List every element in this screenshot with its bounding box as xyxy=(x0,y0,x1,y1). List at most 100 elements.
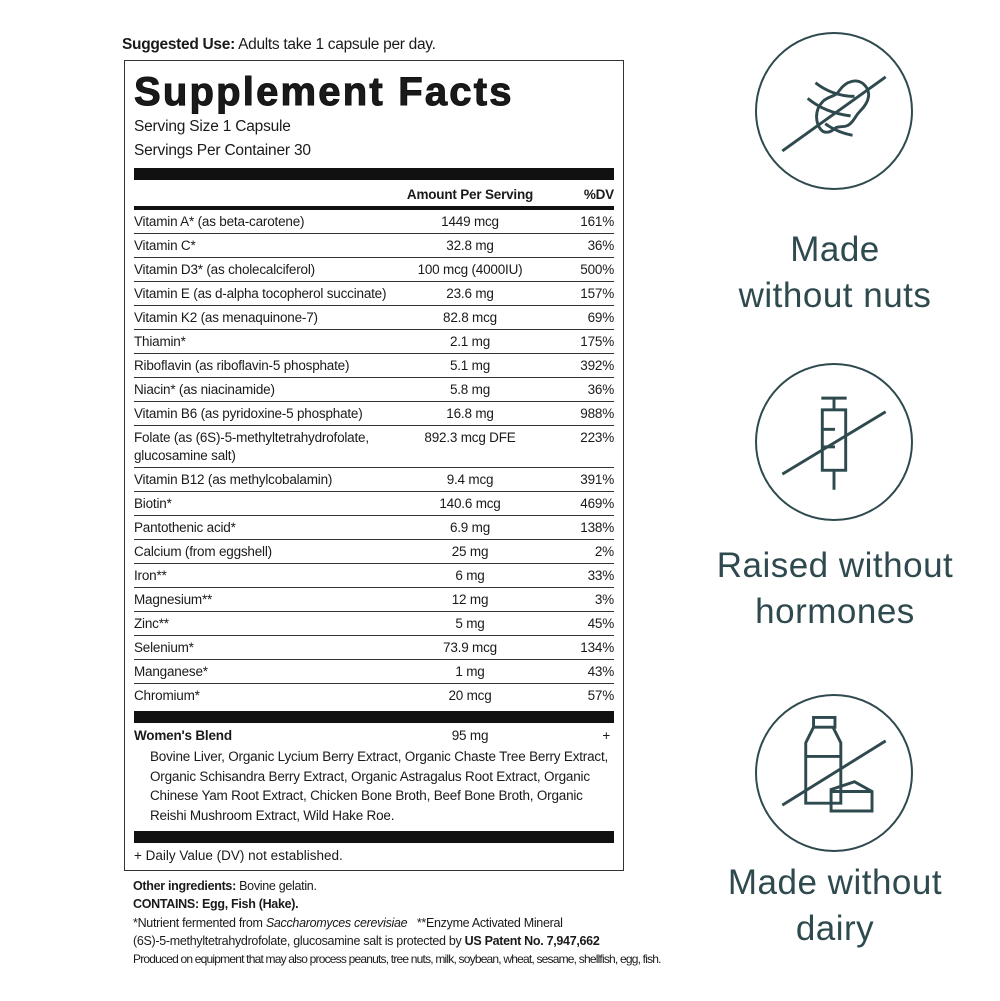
badge-caption-nuts: Made without nuts xyxy=(738,230,932,315)
womens-blend: Women's Blend 95 mg + Bovine Liver, Organi… xyxy=(134,725,614,825)
nutrient-dv: 2% xyxy=(594,544,614,559)
nutrient-dv: 3% xyxy=(594,592,614,607)
blend-amount: 95 mg xyxy=(451,728,489,743)
nutrient-amount: 25 mg xyxy=(451,544,489,559)
nutrient-name: Zinc** xyxy=(134,616,169,631)
allergen-statement: Produced on equipment that may also proc… xyxy=(133,952,661,967)
nutrient-dv: 69% xyxy=(587,310,615,325)
serving-size: Serving Size 1 Capsule xyxy=(134,118,291,135)
no-nuts-icon xyxy=(755,32,913,190)
nutrient-amount: 16.8 mg xyxy=(446,406,494,421)
nutrient-row: Vitamin B6 (as pyridoxine-5 phosphate) 16… xyxy=(134,402,614,426)
nutrient-name: Riboflavin (as riboflavin-5 phosphate) xyxy=(134,358,350,373)
badge-caption-hormones: Raised without hormones xyxy=(716,546,954,631)
header-dv: %DV xyxy=(583,187,614,202)
nutrient-row: Riboflavin (as riboflavin-5 phosphate) 5.… xyxy=(134,354,614,378)
nutrient-name: Selenium* xyxy=(134,640,194,655)
nutrient-name: Calcium (from eggshell) xyxy=(134,544,272,559)
nutrient-dv: 988% xyxy=(580,406,614,421)
nutrient-dv: 469% xyxy=(580,496,614,511)
nutrient-name: Folate (as (6S)-5-methyltetrahydrofolate… xyxy=(134,430,369,463)
other-ingredients: Other ingredients: Bovine gelatin. xyxy=(133,879,317,893)
nutrient-amount: 100 mcg (4000IU) xyxy=(417,262,523,277)
divider xyxy=(134,168,614,180)
nutrient-dv: 36% xyxy=(587,382,615,397)
nutrient-name: Vitamin D3* (as cholecalciferol) xyxy=(134,262,315,277)
nutrient-dv: 36% xyxy=(587,238,615,253)
nutrient-dv: 391% xyxy=(580,472,614,487)
nutrient-amount: 5.1 mg xyxy=(449,358,491,373)
nutrient-dv: 157% xyxy=(580,286,614,301)
dv-note: + Daily Value (DV) not established. xyxy=(134,848,343,863)
nutrient-name: Vitamin B6 (as pyridoxine-5 phosphate) xyxy=(134,406,363,421)
nutrient-row: Zinc** 5 mg 45% xyxy=(134,612,614,636)
nutrient-table: Vitamin A* (as beta-carotene) 1449 mcg 161… xyxy=(134,210,614,707)
nutrient-amount: 6.9 mg xyxy=(449,520,491,535)
nutrient-amount: 20 mcg xyxy=(448,688,492,703)
nutrient-row: Vitamin E (as d-alpha tocopherol succina… xyxy=(134,282,614,306)
nutrient-amount: 2.1 mg xyxy=(449,334,491,349)
nutrient-dv: 57% xyxy=(587,688,615,703)
nutrient-name: Iron** xyxy=(134,568,167,583)
divider xyxy=(134,711,614,723)
nutrient-name: Biotin* xyxy=(134,496,172,511)
nutrient-amount: 73.9 mcg xyxy=(443,640,497,655)
contains: CONTAINS: Egg, Fish (Hake). xyxy=(133,897,299,912)
nutrient-row: Iron** 6 mg 33% xyxy=(134,564,614,588)
footnote-2: (6S)-5-methyltetrahydrofolate, glucosami… xyxy=(133,933,600,948)
nutrient-amount: 23.6 mg xyxy=(446,286,494,301)
nutrient-row: Selenium* 73.9 mcg 134% xyxy=(134,636,614,660)
nutrient-row: Niacin* (as niacinamide) 5.8 mg 36% xyxy=(134,378,614,402)
nutrient-name: Chromium* xyxy=(134,688,200,703)
blend-ingredients: Bovine Liver, Organic Lycium Berry Extra… xyxy=(150,749,609,823)
nutrient-row: Manganese* 1 mg 43% xyxy=(134,660,614,684)
supplement-facts-panel: Supplement Facts Serving Size 1 Capsule … xyxy=(124,60,624,871)
nutrient-amount: 12 mg xyxy=(451,592,489,607)
nutrient-row: Folate (as (6S)-5-methyltetrahydrofolate… xyxy=(134,426,614,468)
no-dairy-icon xyxy=(755,694,913,852)
nutrient-name: Pantothenic acid* xyxy=(134,520,236,535)
nutrient-name: Manganese* xyxy=(134,664,208,679)
suggested-use: Suggested Use: Adults take 1 capsule per… xyxy=(122,36,436,54)
table-header: Amount Per Serving %DV xyxy=(134,180,614,206)
nutrient-amount: 5 mg xyxy=(455,616,485,631)
nutrient-row: Biotin* 140.6 mcg 469% xyxy=(134,492,614,516)
nutrient-row: Magnesium** 12 mg 3% xyxy=(134,588,614,612)
nutrient-name: Thiamin* xyxy=(134,334,186,349)
nutrient-amount: 9.4 mcg xyxy=(446,472,494,487)
nutrient-amount: 6 mg xyxy=(455,568,485,583)
nutrient-row: Vitamin K2 (as menaquinone-7) 82.8 mcg 69% xyxy=(134,306,614,330)
nutrient-dv: 500% xyxy=(580,262,614,277)
nutrient-row: Vitamin D3* (as cholecalciferol) 100 mcg … xyxy=(134,258,614,282)
divider xyxy=(134,206,614,210)
nutrient-row: Thiamin* 2.1 mg 175% xyxy=(134,330,614,354)
nutrient-name: Vitamin A* (as beta-carotene) xyxy=(134,214,305,229)
nutrient-amount: 140.6 mcg xyxy=(439,496,501,511)
nutrient-dv: 33% xyxy=(587,568,615,583)
blend-dv: + xyxy=(602,728,610,743)
nutrient-row: Chromium* 20 mcg 57% xyxy=(134,684,614,707)
nutrient-name: Vitamin C* xyxy=(134,238,196,253)
nutrient-name: Niacin* (as niacinamide) xyxy=(134,382,275,397)
nutrient-row: Calcium (from eggshell) 25 mg 2% xyxy=(134,540,614,564)
nutrient-name: Magnesium** xyxy=(134,592,213,607)
nutrient-row: Vitamin B12 (as methylcobalamin) 9.4 mcg 3… xyxy=(134,468,614,492)
blend-name: Women's Blend xyxy=(134,728,232,743)
nutrient-dv: 223% xyxy=(580,430,614,445)
nutrient-dv: 161% xyxy=(580,214,614,229)
nutrient-amount: 32.8 mg xyxy=(446,238,494,253)
nutrient-dv: 392% xyxy=(580,358,614,373)
nutrient-name: Vitamin E (as d-alpha tocopherol succina… xyxy=(134,286,387,301)
badge-caption-dairy: Made without dairy xyxy=(727,863,943,948)
footnote-1: *Nutrient fermented from Saccharomyces c… xyxy=(133,915,563,930)
nutrient-amount: 892.3 mcg DFE xyxy=(424,430,516,445)
suggested-use-text: Adults take 1 capsule per day. xyxy=(234,36,436,53)
servings-per-container: Servings Per Container 30 xyxy=(134,142,311,159)
nutrient-amount: 82.8 mcg xyxy=(443,310,497,325)
divider xyxy=(134,831,614,843)
nutrient-row: Pantothenic acid* 6.9 mg 138% xyxy=(134,516,614,540)
nutrient-dv: 45% xyxy=(587,616,615,631)
nutrient-name: Vitamin B12 (as methylcobalamin) xyxy=(134,472,333,487)
header-amount: Amount Per Serving xyxy=(406,187,534,202)
suggested-use-label: Suggested Use: xyxy=(122,36,235,53)
